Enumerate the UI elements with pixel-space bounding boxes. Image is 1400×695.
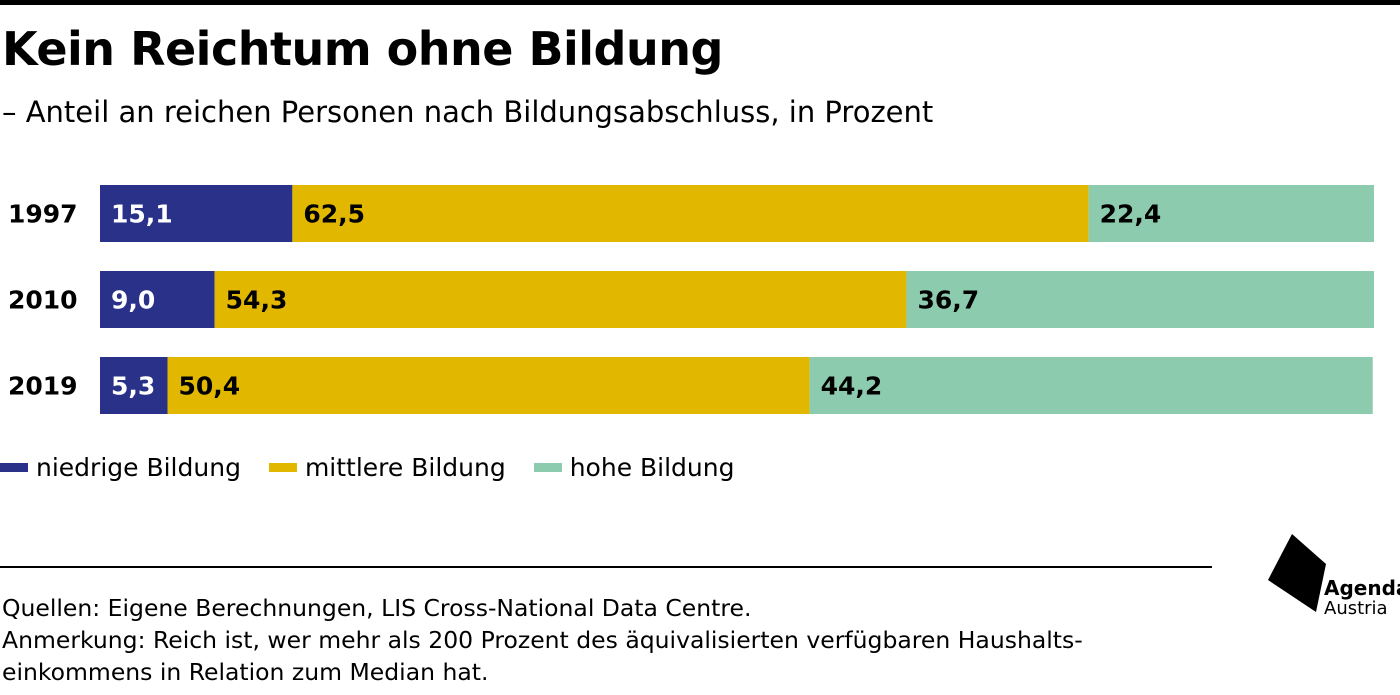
legend-item-hohe: hohe Bildung xyxy=(533,452,735,482)
data-label-2019-series-0: 5,3 xyxy=(111,372,155,401)
bar-1997-series-2 xyxy=(1088,185,1374,242)
legend-label-hohe: hohe Bildung xyxy=(569,452,735,482)
legend-item-niedrige: niedrige Bildung xyxy=(0,453,241,482)
legend-label-mittlere: mittlere Bildung xyxy=(304,452,506,482)
remark-note-line-1: Anmerkung: Reich ist, wer mehr als 200 P… xyxy=(2,626,1083,654)
top-rule xyxy=(0,0,1400,5)
data-label-2010-series-1: 54,3 xyxy=(226,286,288,315)
data-label-2019-series-1: 50,4 xyxy=(179,372,241,401)
logo-text-austria: Austria xyxy=(1324,598,1388,619)
legend-item-mittlere: mittlere Bildung xyxy=(268,452,506,482)
data-label-1997-series-2: 22,4 xyxy=(1100,200,1162,229)
category-label-2010: 2010 xyxy=(8,286,78,315)
legend-label-niedrige: niedrige Bildung xyxy=(36,452,241,482)
data-label-2010-series-0: 9,0 xyxy=(111,286,155,315)
legend-swatch-hohe xyxy=(533,462,562,472)
chart-subtitle: – Anteil an reichen Personen nach Bildun… xyxy=(2,95,934,129)
category-label-2019: 2019 xyxy=(8,372,78,401)
bar-2019-series-0 xyxy=(100,357,168,414)
footer-notes: Quellen: Eigene Berechnungen, LIS Cross-… xyxy=(2,592,1083,688)
bar-2019-series-2 xyxy=(809,357,1373,414)
bar-1997-series-0 xyxy=(100,185,293,242)
data-label-2010-series-2: 36,7 xyxy=(917,286,979,315)
stacked-bar-chart: 1997 15,1 62,5 22,4 2010 9,0 54,3 36,7 2019 5,3 50… xyxy=(8,185,1374,414)
data-label-1997-series-1: 62,5 xyxy=(303,200,365,229)
legend-swatch-mittlere xyxy=(268,462,297,472)
source-note: Quellen: Eigene Berechnungen, LIS Cross-… xyxy=(2,594,752,622)
data-label-1997-series-0: 15,1 xyxy=(111,200,173,229)
bar-2010-series-1 xyxy=(214,271,907,328)
legend-swatch-niedrige xyxy=(0,462,28,472)
agenda-austria-logo: Agenda Austria xyxy=(1268,534,1400,624)
bar-2010-series-0 xyxy=(100,271,215,328)
data-label-2019-series-2: 44,2 xyxy=(821,372,883,401)
footer-rule xyxy=(0,566,1212,568)
remark-note-line-2: einkommens in Relation zum Median hat. xyxy=(2,658,489,686)
logo-text-agenda: Agenda xyxy=(1324,576,1400,600)
bar-1997-series-1 xyxy=(292,185,1089,242)
category-label-1997: 1997 xyxy=(8,200,78,229)
chart-legend: niedrige Bildung mittlere Bildung hohe B… xyxy=(0,447,763,487)
bar-2019-series-1 xyxy=(167,357,810,414)
logo-mark-icon xyxy=(1268,534,1326,612)
bar-2010-series-2 xyxy=(906,271,1374,328)
chart-title: Kein Reichtum ohne Bildung xyxy=(2,22,723,76)
